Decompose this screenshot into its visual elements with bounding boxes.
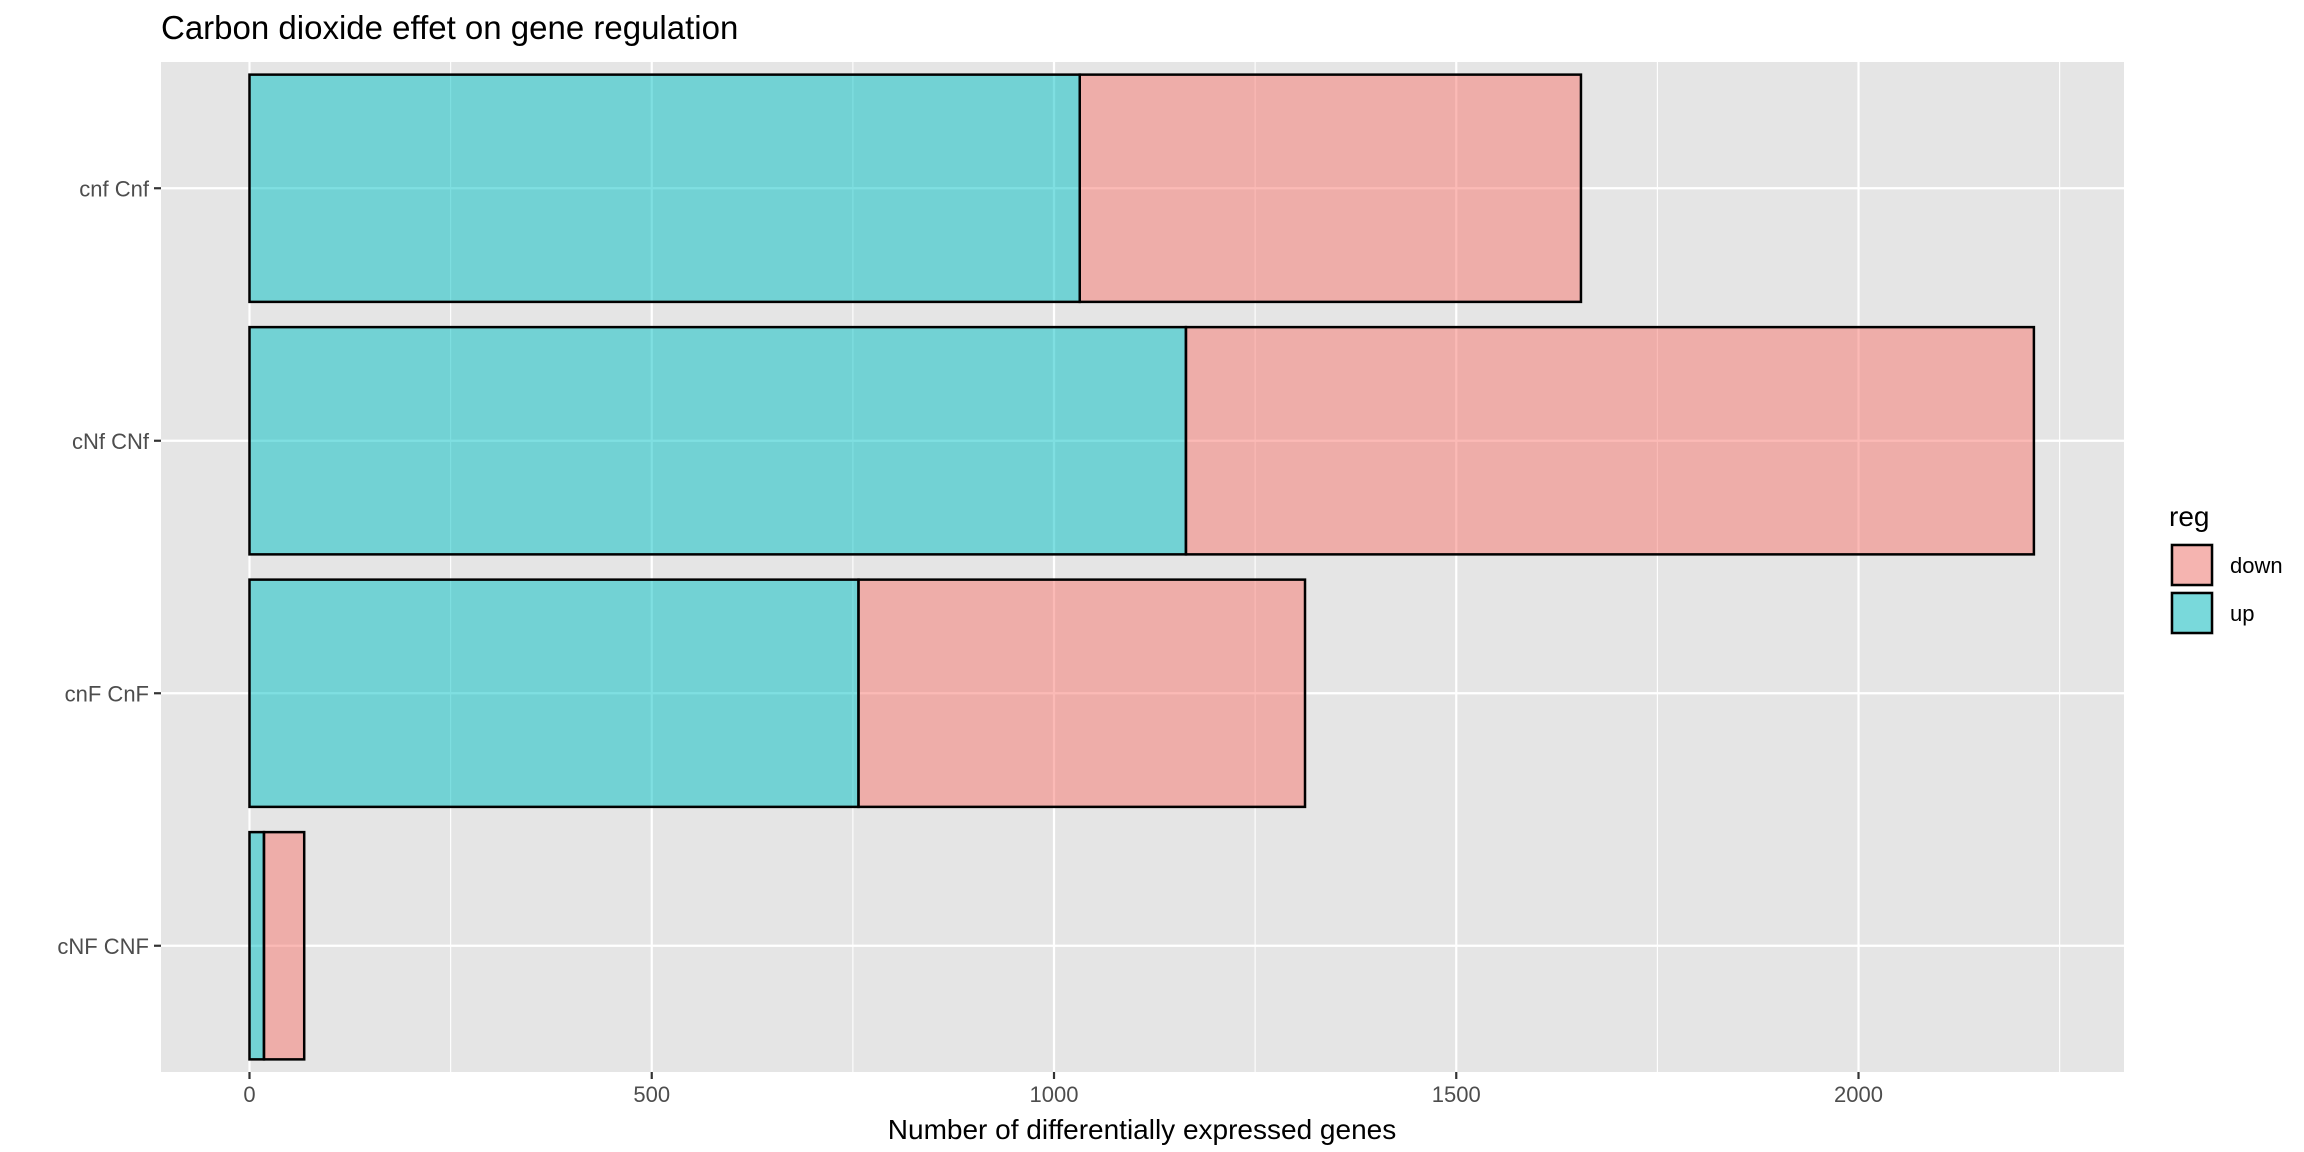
legend-swatch-down — [2170, 543, 2214, 587]
y-tick-label: cNf CNf — [72, 429, 150, 454]
x-tick-label: 500 — [633, 1082, 670, 1107]
bar-up — [248, 325, 1188, 556]
x-tick-label: 2000 — [1834, 1082, 1883, 1107]
bar-up — [248, 578, 860, 809]
x-tick-label: 1500 — [1432, 1082, 1481, 1107]
legend: reg down up — [2169, 501, 2283, 635]
bar-down — [857, 578, 1307, 809]
bars — [248, 73, 2036, 1061]
legend-label-down: down — [2230, 553, 2283, 578]
y-tick-label: cnF CnF — [65, 681, 149, 706]
y-tick-label: cNF CNF — [57, 934, 149, 959]
x-axis-title: Number of differentially expressed genes — [888, 1114, 1396, 1145]
y-tick-label: cnf Cnf — [79, 176, 150, 201]
bar-down — [1078, 73, 1583, 304]
x-axis: 0 500 1000 1500 2000 — [243, 1072, 1883, 1107]
chart-title: Carbon dioxide effet on gene regulation — [161, 9, 738, 46]
x-tick-label: 0 — [243, 1082, 255, 1107]
legend-label-up: up — [2230, 601, 2254, 626]
bar-up — [248, 830, 266, 1061]
legend-swatch-up — [2170, 591, 2214, 635]
x-tick-label: 1000 — [1030, 1082, 1079, 1107]
legend-title: reg — [2169, 501, 2209, 532]
bar-down — [1184, 325, 2036, 556]
bar-down — [262, 830, 306, 1061]
bar-up — [248, 73, 1081, 304]
y-axis: cnf Cnf cNf CNf cnF CnF cNF CNF — [57, 176, 161, 959]
